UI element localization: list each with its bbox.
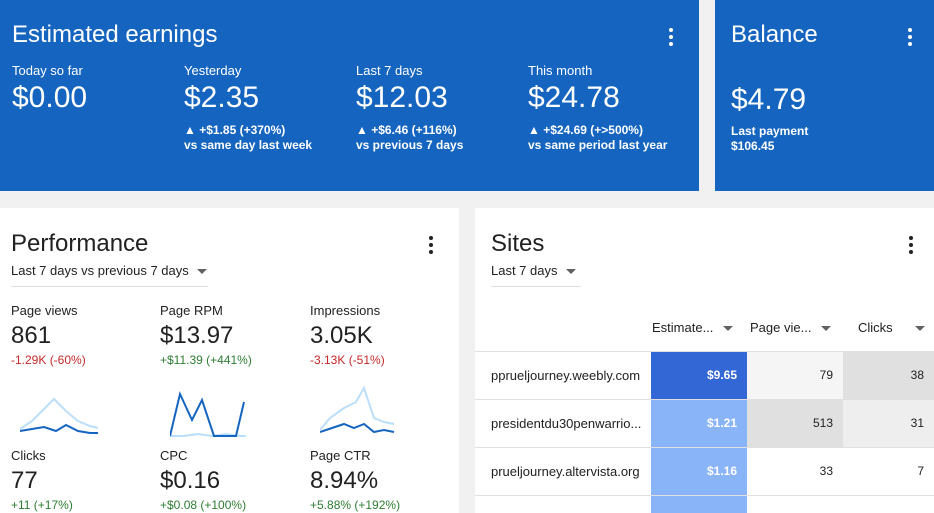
metric-change: +5.88% (+192%) (310, 498, 401, 512)
page-rpm-sparkline (170, 390, 246, 438)
page-views-cell: 33 (747, 448, 843, 495)
metric-label: Yesterday (184, 63, 242, 78)
column-header-clicks[interactable]: Clicks (858, 320, 925, 335)
chevron-down-icon (723, 326, 734, 332)
column-label: Page vie... (750, 320, 812, 335)
metric-label: Page CTR (310, 448, 371, 463)
sparkline-current (320, 422, 395, 434)
page-views-cell: 79 (747, 352, 843, 399)
metric-change: +11 (+17%) (11, 498, 73, 512)
column-header-earnings[interactable]: Estimate... (652, 320, 734, 335)
site-name: prueljourney.altervista.org (491, 464, 640, 479)
metric-value: $13.97 (160, 322, 234, 349)
last-payment-label: Last payment (731, 124, 809, 138)
metric-label: Clicks (11, 448, 46, 463)
metric-label: Impressions (310, 303, 381, 318)
sparkline-current (20, 423, 98, 434)
earnings-more-icon[interactable] (669, 28, 673, 49)
range-label: Last 7 days vs previous 7 days (11, 263, 189, 278)
sparkline-previous (170, 432, 246, 438)
metric-change: +$11.39 (+441%) (160, 353, 252, 367)
earnings-metric-yesterday: Yesterday $2.35 ▲ +$1.85 (+370%) vs same… (184, 63, 312, 152)
column-header-page-views[interactable]: Page vie... (750, 320, 832, 335)
metric-value: $0.16 (160, 467, 221, 494)
sparkline-previous (320, 386, 395, 431)
metric-label: This month (528, 63, 593, 78)
metric-value: $24.78 (528, 81, 620, 114)
chevron-down-icon (565, 269, 576, 275)
range-label: Last 7 days (491, 263, 558, 278)
metric-change: -3.13K (-51%) (310, 353, 385, 367)
metric-label: Page RPM (160, 303, 223, 318)
page-views-cell: 513 (747, 400, 843, 447)
earnings-title: Estimated earnings (12, 21, 218, 48)
balance-value: $4.79 (731, 83, 807, 116)
metric-value: $2.35 (184, 81, 260, 114)
balance-card: Balance $4.79 Last payment $106.45 (715, 0, 934, 191)
metric-label: Page views (11, 303, 78, 318)
page-views-sparkline (20, 397, 99, 434)
perf-metric-cpc[interactable]: CPC $0.16 +$0.08 (+100%) (160, 448, 246, 512)
table-row[interactable] (475, 495, 934, 513)
perf-metric-clicks[interactable]: Clicks 77 +11 (+17%) (11, 448, 73, 512)
chevron-down-icon (914, 326, 925, 332)
metric-change: ▲ +$24.69 (+>500%) (528, 123, 643, 137)
performance-more-icon[interactable] (429, 236, 433, 257)
sites-card: Sites Last 7 days Estimate... Page vie..… (475, 208, 934, 513)
metric-change: ▲ +$1.85 (+370%) (184, 123, 286, 137)
clicks-cell: 38 (843, 352, 934, 399)
estimated-earnings-card: Estimated earnings Today so far $0.00 Ye… (0, 0, 699, 191)
metric-label: Today so far (12, 63, 83, 78)
metric-label: Last 7 days (356, 63, 423, 78)
site-name: pprueljourney.weebly.com (491, 368, 641, 383)
metric-value: 3.05K (310, 322, 373, 349)
metric-value: 861 (11, 322, 52, 349)
earnings-cell: $9.65 (651, 352, 747, 399)
metric-compare: vs same day last week (184, 138, 313, 152)
last-payment-value: $106.45 (731, 139, 775, 153)
sparkline-current (170, 390, 245, 437)
earnings-metric-today: Today so far $0.00 (12, 63, 87, 115)
perf-metric-page-views[interactable]: Page views 861 -1.29K (-60%) (11, 303, 86, 367)
column-label: Estimate... (652, 320, 714, 335)
table-row[interactable]: pprueljourney.weebly.com $9.65 79 38 (475, 351, 934, 399)
impressions-sparkline (320, 386, 395, 434)
performance-card: Performance Last 7 days vs previous 7 da… (0, 208, 459, 513)
table-row[interactable]: presidentdu30penwarrio... $1.21 513 31 (475, 399, 934, 447)
performance-range-dropdown[interactable]: Last 7 days vs previous 7 days (11, 263, 208, 287)
performance-title: Performance (11, 230, 149, 257)
perf-metric-impressions[interactable]: Impressions 3.05K -3.13K (-51%) (310, 303, 385, 367)
metric-change: +$0.08 (+100%) (160, 498, 247, 512)
chevron-down-icon (821, 326, 832, 332)
earnings-cell (651, 496, 747, 513)
metric-compare: vs previous 7 days (356, 138, 464, 152)
site-name: presidentdu30penwarrio... (491, 416, 642, 431)
clicks-cell: 31 (843, 400, 934, 447)
clicks-cell: 7 (843, 448, 934, 495)
metric-value: 77 (11, 467, 38, 494)
sites-more-icon[interactable] (909, 236, 913, 257)
metric-value: 8.94% (310, 467, 379, 494)
sparkline-previous (20, 397, 99, 430)
perf-metric-page-rpm[interactable]: Page RPM $13.97 +$11.39 (+441%) (160, 303, 252, 367)
column-label: Clicks (858, 320, 893, 335)
balance-more-icon[interactable] (908, 28, 912, 49)
earnings-cell: $1.21 (651, 400, 747, 447)
metric-compare: vs same period last year (528, 138, 668, 152)
table-row[interactable]: prueljourney.altervista.org $1.16 33 7 (475, 447, 934, 495)
metric-change: ▲ +$6.46 (+116%) (356, 123, 457, 137)
metric-value: $0.00 (12, 81, 88, 114)
metric-change: -1.29K (-60%) (11, 353, 86, 367)
sites-title: Sites (491, 230, 545, 257)
perf-metric-page-ctr[interactable]: Page CTR 8.94% +5.88% (+192%) (310, 448, 400, 512)
sites-range-dropdown[interactable]: Last 7 days (491, 263, 581, 287)
earnings-metric-last-7-days: Last 7 days $12.03 ▲ +$6.46 (+116%) vs p… (356, 63, 463, 152)
chevron-down-icon (196, 269, 207, 275)
metric-label: CPC (160, 448, 188, 463)
earnings-cell: $1.16 (651, 448, 747, 495)
metric-value: $12.03 (356, 81, 448, 114)
earnings-metric-this-month: This month $24.78 ▲ +$24.69 (+>500%) vs … (528, 63, 667, 152)
balance-title: Balance (731, 21, 818, 48)
